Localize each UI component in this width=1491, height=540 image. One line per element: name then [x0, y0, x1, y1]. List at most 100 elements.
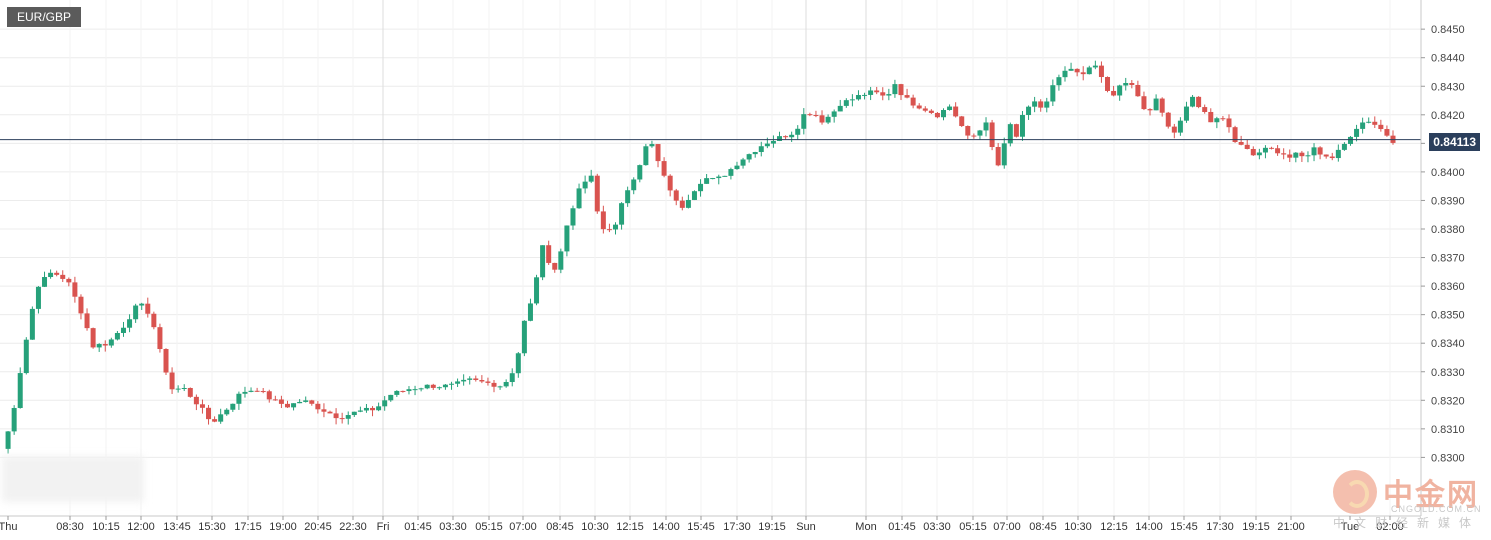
candle-body — [1111, 90, 1117, 96]
candle-body — [1080, 72, 1086, 75]
x-tick-label: 12:15 — [616, 521, 644, 533]
x-tick-label: 14:00 — [1135, 521, 1163, 533]
candle-body — [637, 165, 643, 180]
candle-body — [357, 410, 363, 412]
y-tick-label: 0.8330 — [1431, 367, 1465, 379]
candle-body — [96, 344, 102, 348]
candle-body — [11, 407, 17, 432]
candle-body — [1038, 101, 1044, 108]
candle-body — [84, 313, 90, 329]
candle-body — [995, 147, 1001, 166]
candle-body — [406, 389, 412, 392]
x-tick-label: 07:00 — [509, 521, 537, 533]
candle-body — [540, 245, 546, 278]
candle-body — [959, 116, 965, 127]
candle-body — [363, 407, 369, 411]
candle-body — [740, 159, 746, 166]
x-tick-label: 19:15 — [1242, 521, 1270, 533]
candle-body — [339, 418, 345, 420]
candle-body — [491, 382, 497, 387]
candle-body — [90, 328, 96, 348]
candle-body — [370, 407, 376, 411]
candle-body — [874, 90, 880, 93]
candle-body — [922, 108, 928, 111]
candle-body — [546, 245, 552, 263]
candle-body — [1347, 136, 1353, 144]
candle-body — [527, 303, 533, 321]
candle-body — [1220, 118, 1226, 120]
candle-body — [1007, 124, 1013, 144]
x-axis-ticks: Thu 08:30 10:15 12:00 13:45 15:30 17:15 19:00 20… — [0, 516, 1404, 533]
candle-body — [455, 381, 461, 384]
candle-body — [1208, 111, 1214, 123]
candle-body — [1372, 121, 1378, 125]
candle-body — [685, 199, 691, 208]
candle-body — [1074, 68, 1080, 73]
candle-body — [600, 211, 606, 230]
y-tick-label: 0.8370 — [1431, 253, 1465, 265]
candle-body — [1159, 98, 1165, 113]
x-tick-label: 19:00 — [269, 521, 297, 533]
candle-body — [1177, 120, 1183, 133]
candle-body — [728, 169, 734, 176]
candle-body — [17, 373, 23, 408]
candle-body — [965, 126, 971, 136]
y-tick-label: 0.8400 — [1431, 167, 1465, 179]
candle-body — [783, 136, 789, 138]
candle-body — [485, 381, 491, 383]
candle-body — [667, 175, 673, 191]
candle-body — [758, 146, 764, 153]
cngold-logo-icon — [1333, 470, 1377, 514]
candle-body — [309, 400, 315, 404]
candle-body — [327, 411, 333, 414]
candle-body — [1384, 129, 1390, 136]
x-tick-label: 17:30 — [723, 521, 751, 533]
candle-body — [66, 278, 72, 283]
candle-body — [430, 384, 436, 388]
y-tick-label: 0.8310 — [1431, 424, 1465, 436]
candle-body — [236, 393, 242, 404]
candle-body — [594, 175, 600, 212]
x-tick-label: Thu — [0, 521, 17, 533]
candle-body — [619, 203, 625, 225]
candle-body — [333, 413, 339, 419]
candle-body — [983, 122, 989, 131]
candle-body — [558, 251, 564, 270]
candle-body — [789, 134, 795, 138]
candle-body — [442, 384, 448, 388]
y-tick-label: 0.8430 — [1431, 81, 1465, 93]
candle-body — [224, 409, 230, 415]
candle-body — [1129, 83, 1135, 85]
candle-body — [303, 400, 309, 402]
candle-body — [941, 110, 947, 118]
y-tick-label: 0.8350 — [1431, 310, 1465, 322]
watermark-name: 中金网 — [1383, 478, 1479, 513]
candle-body — [582, 181, 588, 189]
candle-body — [436, 387, 442, 389]
candle-body — [777, 136, 783, 141]
candle-body — [1354, 128, 1360, 137]
candle-body — [23, 339, 29, 374]
candle-body — [1092, 65, 1098, 68]
candle-body — [1317, 147, 1323, 155]
candle-body — [977, 130, 983, 136]
candle-body — [1050, 85, 1056, 102]
candle-body — [1013, 124, 1019, 137]
candle-body — [503, 381, 509, 387]
candle-body — [673, 190, 679, 201]
y-axis-ticks: 0.8300 0.8310 0.8320 0.8330 0.8340 0.8350 0.83… — [1421, 24, 1465, 464]
candle-body — [1256, 152, 1262, 156]
candle-body — [1183, 106, 1189, 121]
candle-body — [218, 414, 224, 422]
candle-body — [163, 349, 169, 373]
x-tick-label: Mon — [855, 521, 876, 533]
candle-body — [710, 178, 716, 180]
candle-body — [564, 225, 570, 252]
candle-body — [898, 84, 904, 96]
candle-body — [351, 411, 357, 416]
x-tick-label: 03:30 — [439, 521, 467, 533]
candle-body — [187, 387, 193, 397]
x-tick-label: 07:00 — [993, 521, 1021, 533]
candle-body — [400, 390, 406, 392]
candle-body — [29, 308, 35, 340]
